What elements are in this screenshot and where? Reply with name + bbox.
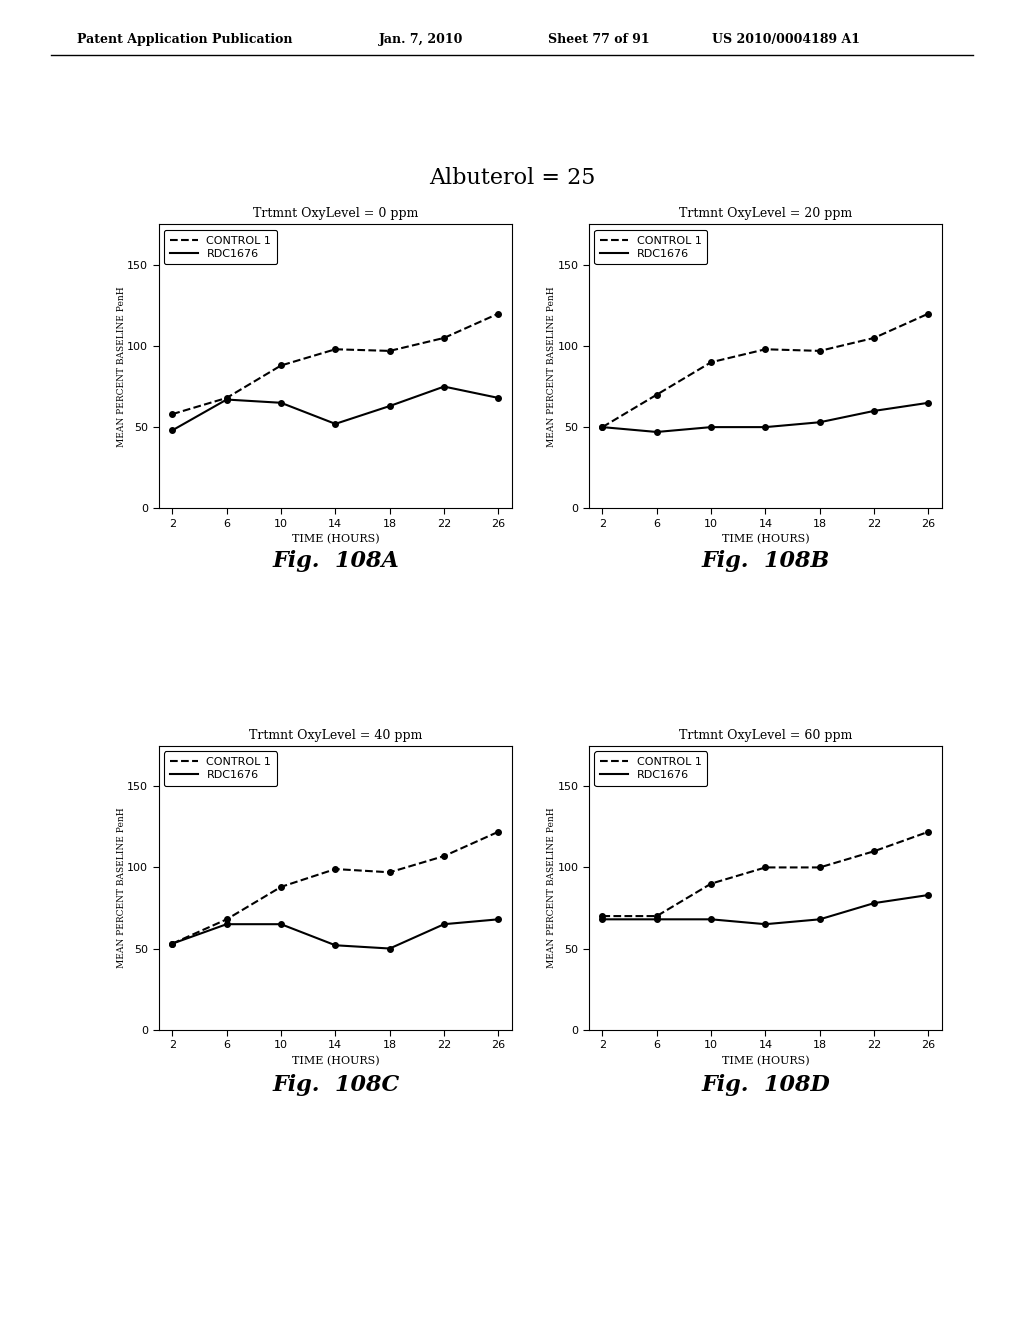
Text: Albuterol = 25: Albuterol = 25: [429, 168, 595, 189]
Title: Trtmnt OxyLevel = 40 ppm: Trtmnt OxyLevel = 40 ppm: [249, 729, 422, 742]
Title: Trtmnt OxyLevel = 20 ppm: Trtmnt OxyLevel = 20 ppm: [679, 207, 852, 220]
X-axis label: TIME (HOURS): TIME (HOURS): [722, 1056, 809, 1065]
Text: Fig.  108B: Fig. 108B: [701, 550, 830, 572]
Text: Sheet 77 of 91: Sheet 77 of 91: [548, 33, 649, 46]
Y-axis label: MEAN PERCENT BASELINE PenH: MEAN PERCENT BASELINE PenH: [547, 808, 556, 968]
Title: Trtmnt OxyLevel = 0 ppm: Trtmnt OxyLevel = 0 ppm: [253, 207, 418, 220]
X-axis label: TIME (HOURS): TIME (HOURS): [292, 535, 379, 544]
Text: Fig.  108A: Fig. 108A: [272, 550, 399, 572]
Y-axis label: MEAN PERCENT BASELINE PenH: MEAN PERCENT BASELINE PenH: [547, 286, 556, 446]
Legend: CONTROL 1, RDC1676: CONTROL 1, RDC1676: [594, 751, 707, 785]
Legend: CONTROL 1, RDC1676: CONTROL 1, RDC1676: [594, 230, 707, 264]
Text: Fig.  108D: Fig. 108D: [701, 1074, 830, 1096]
Text: Fig.  108C: Fig. 108C: [272, 1074, 399, 1096]
Legend: CONTROL 1, RDC1676: CONTROL 1, RDC1676: [164, 751, 276, 785]
Legend: CONTROL 1, RDC1676: CONTROL 1, RDC1676: [164, 230, 276, 264]
Text: Patent Application Publication: Patent Application Publication: [77, 33, 292, 46]
Title: Trtmnt OxyLevel = 60 ppm: Trtmnt OxyLevel = 60 ppm: [679, 729, 852, 742]
Y-axis label: MEAN PERCENT BASELINE PenH: MEAN PERCENT BASELINE PenH: [117, 286, 126, 446]
Y-axis label: MEAN PERCENT BASELINE PenH: MEAN PERCENT BASELINE PenH: [117, 808, 126, 968]
Text: US 2010/0004189 A1: US 2010/0004189 A1: [712, 33, 860, 46]
X-axis label: TIME (HOURS): TIME (HOURS): [292, 1056, 379, 1065]
Text: Jan. 7, 2010: Jan. 7, 2010: [379, 33, 463, 46]
X-axis label: TIME (HOURS): TIME (HOURS): [722, 535, 809, 544]
